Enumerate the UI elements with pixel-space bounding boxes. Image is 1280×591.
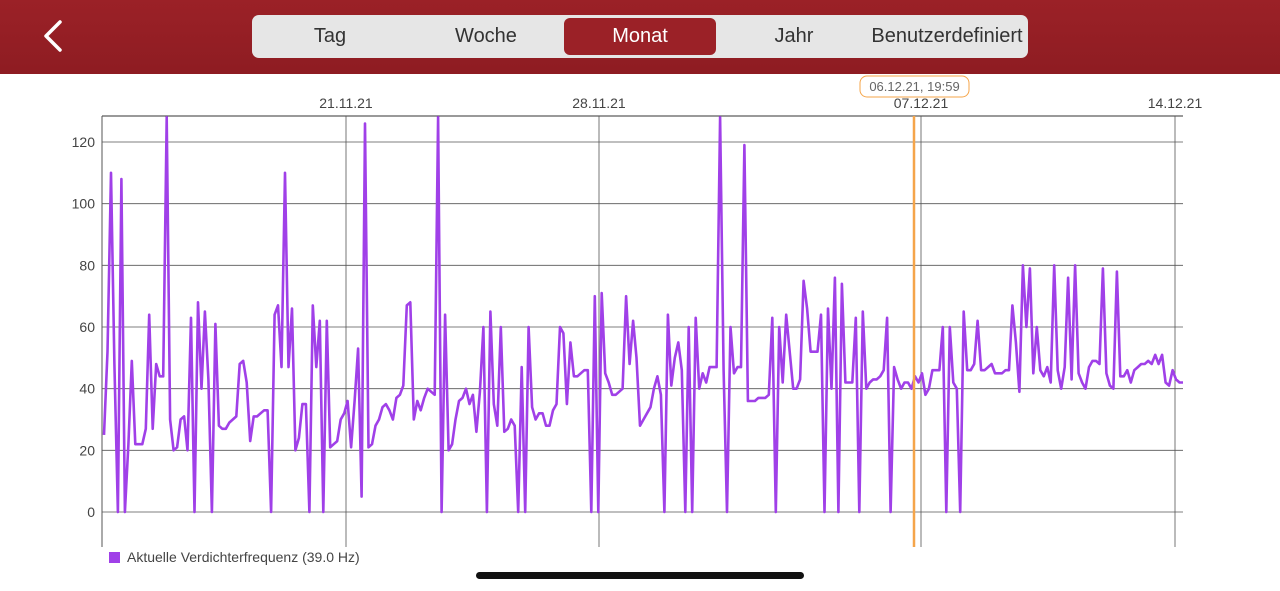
tab-woche[interactable]: Woche — [455, 25, 517, 47]
y-axis-tick-labels: 0 20 40 60 80 100 120 — [72, 134, 96, 520]
home-indicator — [476, 572, 804, 579]
y-tick-label: 40 — [79, 381, 95, 397]
back-button[interactable] — [34, 16, 74, 56]
series-layer — [102, 115, 1183, 514]
x-tick-label: 14.12.21 — [1148, 95, 1203, 111]
y-tick-label: 60 — [79, 319, 95, 335]
chevron-left-icon — [44, 20, 62, 52]
x-tick-label: 28.11.21 — [572, 95, 626, 111]
y-tick-label: 120 — [72, 134, 96, 150]
series-line — [102, 115, 1183, 514]
y-tick-label: 80 — [79, 257, 95, 273]
y-tick-label: 0 — [87, 504, 95, 520]
legend: Aktuelle Verdichterfrequenz (39.0 Hz) — [109, 548, 360, 566]
x-tick-label: 21.11.21 — [319, 95, 373, 111]
x-tick-label: 07.12.21 — [894, 95, 949, 111]
tab-jahr[interactable]: Jahr — [774, 25, 814, 47]
header-bar: Tag Woche Monat Jahr Benutzerdefiniert — [0, 0, 1280, 74]
vertical-gridlines — [101, 116, 1176, 547]
line-chart[interactable]: 0 20 40 60 80 100 120 21.11.21 28.11.21 07.12.21… — [0, 74, 1280, 550]
legend-label: Aktuelle Verdichterfrequenz (39.0 Hz) — [127, 549, 360, 565]
tab-benutzerdefiniert[interactable]: Benutzerdefiniert — [871, 25, 1023, 47]
period-selector: Tag Woche Monat Jahr Benutzerdefiniert — [252, 15, 1028, 58]
cursor-label-box — [859, 75, 970, 98]
tab-tag[interactable]: Tag — [313, 25, 347, 47]
y-tick-label: 100 — [72, 196, 96, 212]
tab-monat[interactable]: Monat — [564, 18, 716, 55]
cursor-label: 06.12.21, 19:59 — [869, 79, 959, 94]
y-tick-label: 20 — [79, 442, 95, 458]
legend-swatch — [109, 551, 120, 563]
cursor-layer: 06.12.21, 19:59 — [859, 75, 970, 547]
x-axis-tick-labels: 21.11.21 28.11.21 07.12.21 14.12.21 — [319, 95, 1202, 111]
